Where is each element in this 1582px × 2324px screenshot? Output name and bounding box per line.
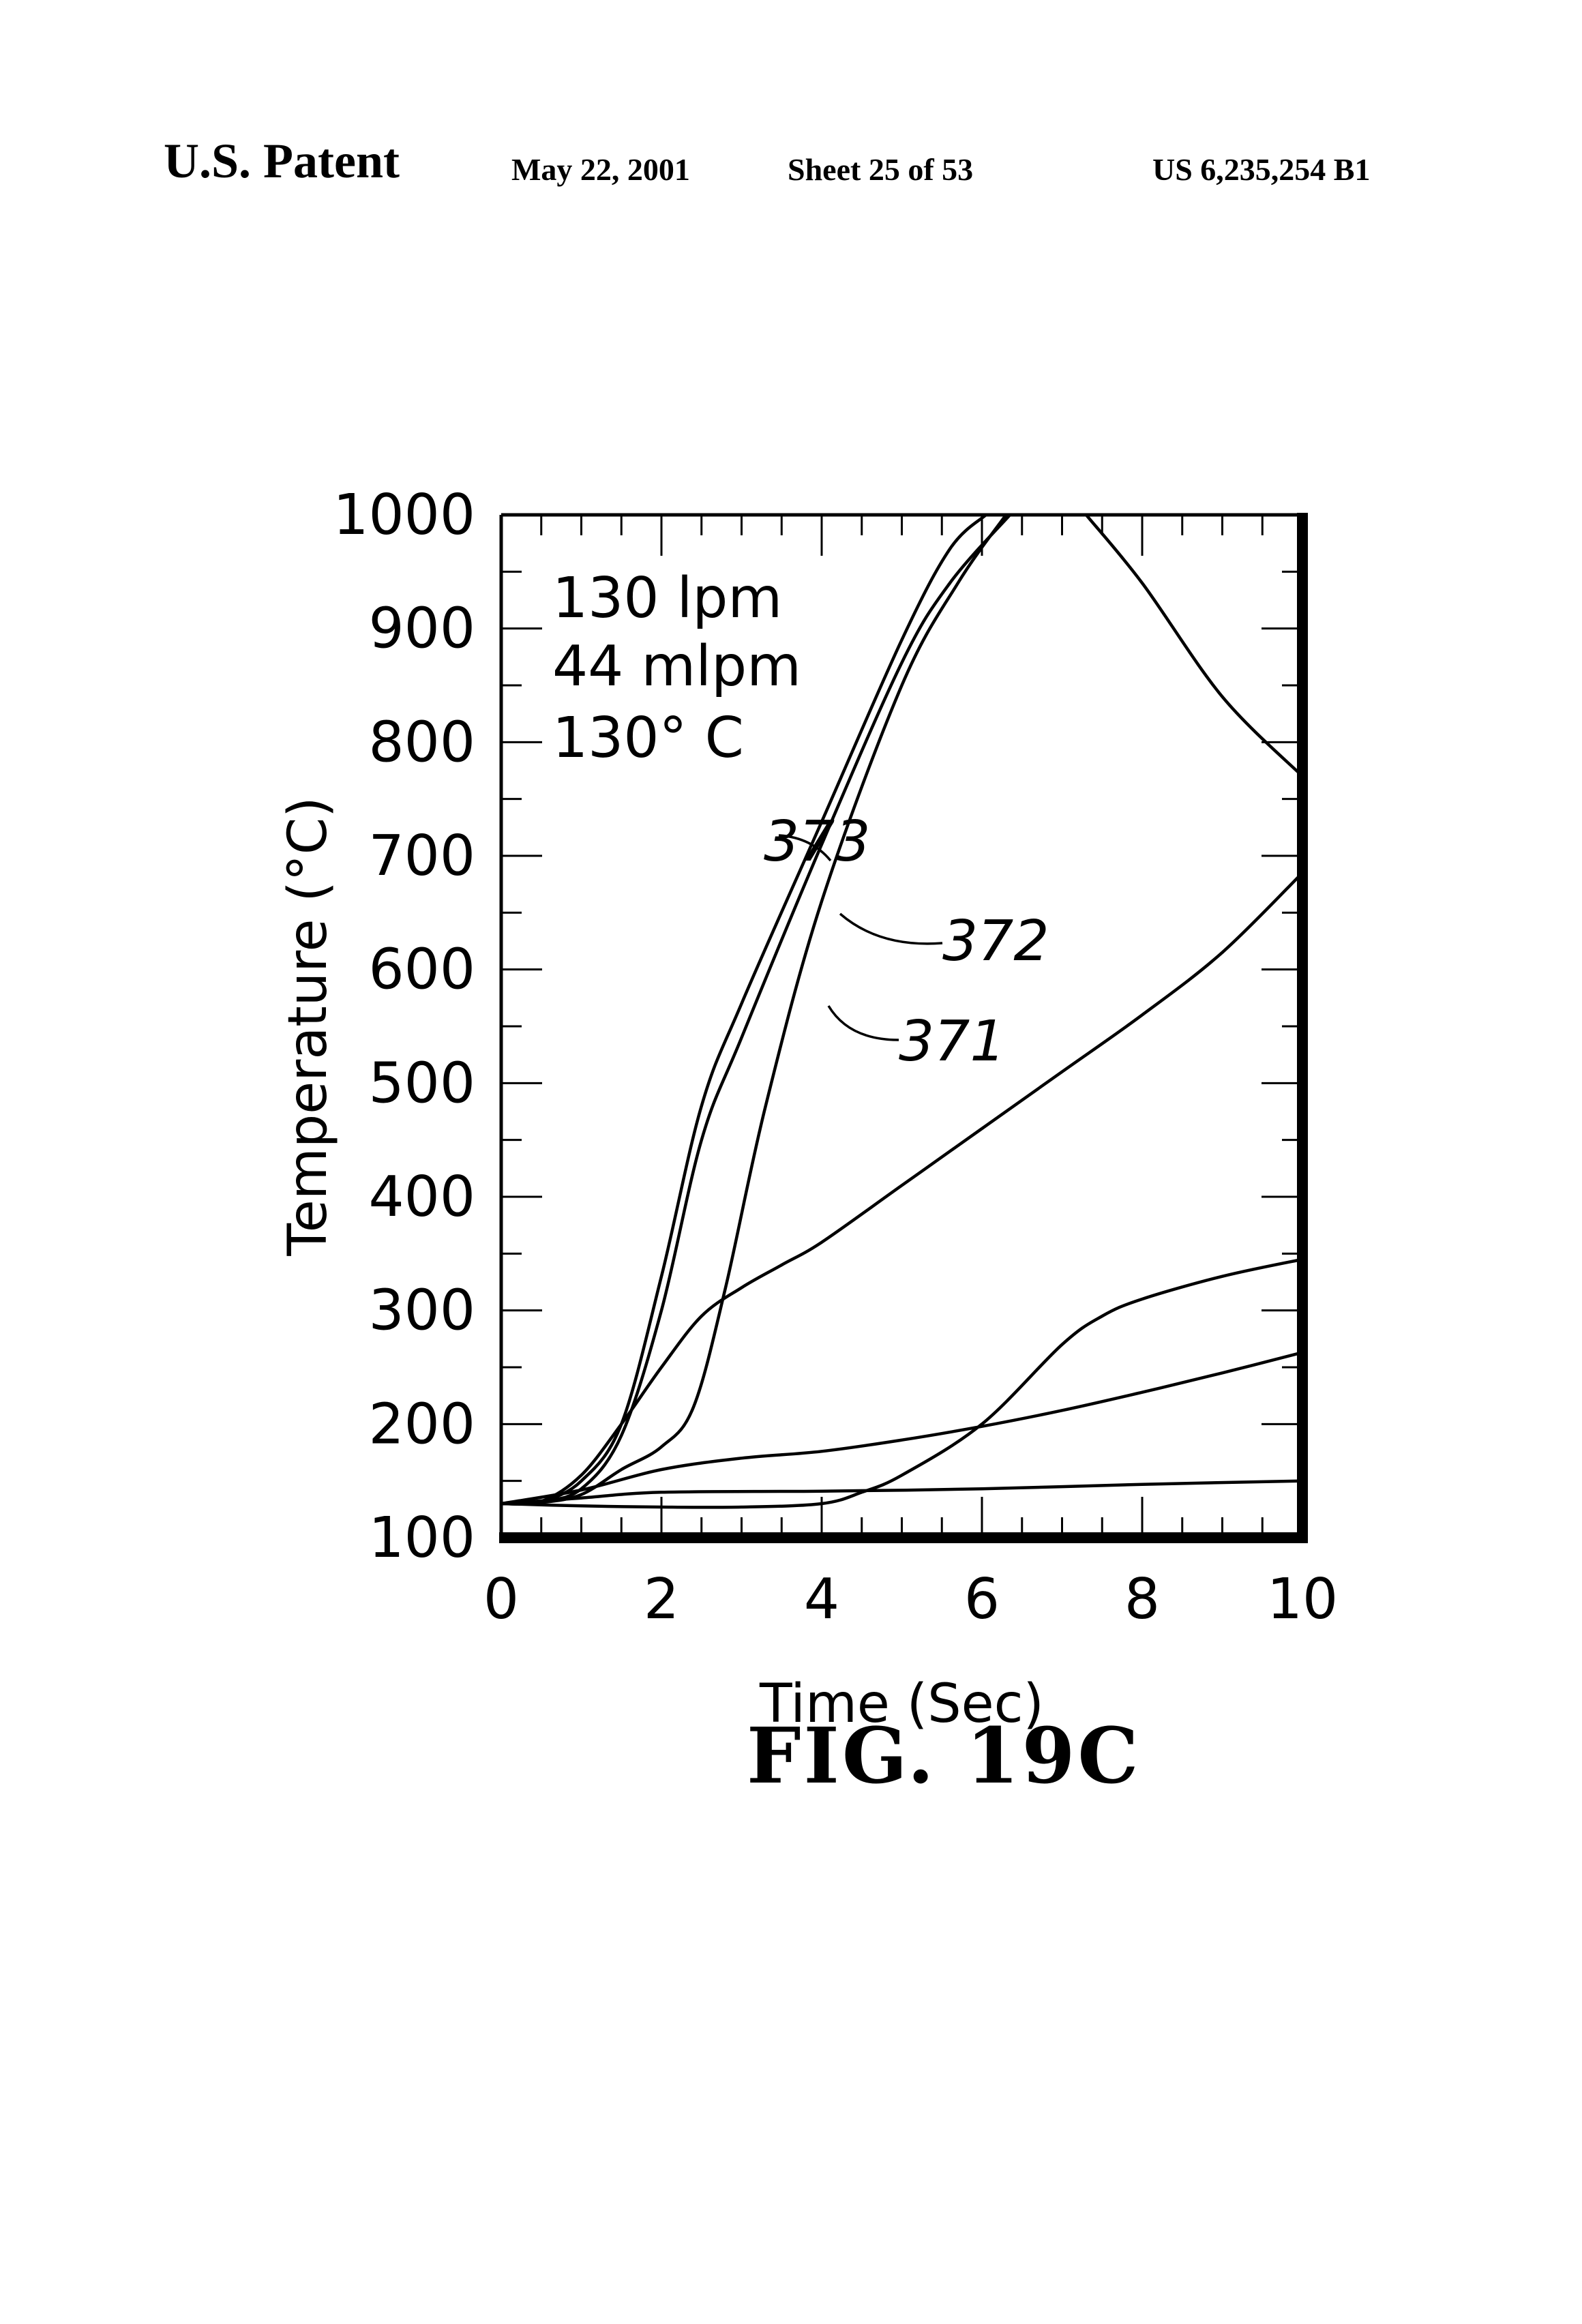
y-tick-label: 100 [368,1506,475,1570]
x-tick-label: 10 [1267,1567,1338,1632]
x-tick-label: 6 [964,1567,1000,1632]
y-axis-label: Temperature (°C) [278,796,339,1256]
series-label-371: 371 [899,1009,1006,1074]
series-line-4 [501,873,1302,1504]
figure-label: FIG. 19C [747,1712,1141,1801]
series-label-373: 373 [764,809,871,874]
series-line-8 [501,1481,1302,1504]
condition-annotation: 44 mlpm [552,634,801,699]
y-tick-label: 400 [368,1165,475,1230]
x-tick-label: 2 [644,1567,679,1632]
y-tick-label: 600 [368,938,475,1002]
series-label-372: 372 [942,909,1049,974]
y-tick-label: 500 [368,1051,475,1116]
y-tick-label: 900 [368,597,475,661]
condition-annotation: 130° C [552,706,744,771]
series-line-5 [1086,515,1302,776]
y-tick-label: 300 [368,1279,475,1343]
y-tick-label: 700 [368,824,475,889]
x-tick-label: 4 [804,1567,839,1632]
callout-leader-372 [840,914,942,944]
y-tick-label: 1000 [333,483,475,548]
y-tick-label: 800 [368,710,475,775]
x-tick-label: 8 [1124,1567,1160,1632]
x-tick-label: 0 [483,1567,519,1632]
y-tick-label: 200 [368,1392,475,1457]
condition-annotation: 130 lpm [552,566,782,631]
callout-leader-371 [829,1006,899,1040]
